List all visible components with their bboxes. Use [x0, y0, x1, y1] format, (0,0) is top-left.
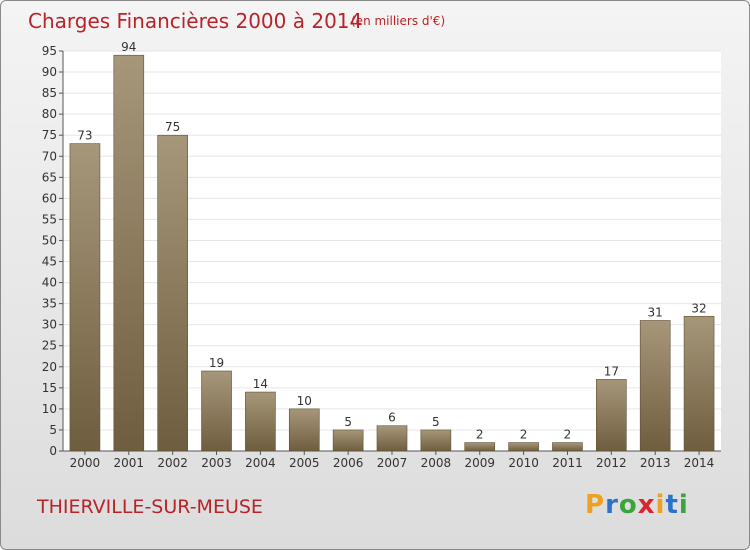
bar	[113, 54, 145, 452]
y-tick-label: 50	[42, 233, 57, 247]
bar	[596, 379, 627, 452]
y-tick-label: 70	[42, 149, 57, 163]
y-tick-label: 15	[42, 381, 57, 395]
bar	[420, 429, 452, 452]
bar-value-label: 5	[344, 415, 352, 429]
x-tick-label: 2002	[157, 456, 188, 470]
y-tick-label: 40	[42, 276, 57, 290]
y-tick-label: 80	[42, 107, 57, 121]
chart-title: Charges Financières 2000 à 2014	[28, 9, 363, 33]
x-tick-label: 2012	[596, 456, 627, 470]
bar-value-label: 73	[77, 129, 92, 143]
x-tick-label: 2008	[421, 456, 452, 470]
y-tick-label: 5	[49, 423, 57, 437]
bar	[464, 442, 496, 452]
y-tick-label: 60	[42, 191, 57, 205]
bar	[683, 315, 715, 452]
y-tick-label: 90	[42, 65, 57, 79]
x-tick-label: 2000	[70, 456, 101, 470]
logo-letter: o	[618, 490, 638, 520]
y-tick-label: 95	[42, 44, 57, 58]
bar-value-label: 14	[253, 377, 268, 391]
y-tick-label: 65	[42, 170, 57, 184]
bar-value-label: 6	[388, 411, 396, 425]
y-tick-label: 10	[42, 402, 57, 416]
y-tick-label: 0	[49, 444, 57, 458]
bar-value-label: 19	[209, 356, 224, 370]
y-tick-label: 55	[42, 212, 57, 226]
bar-value-label: 32	[691, 301, 706, 315]
bar-value-label: 5	[432, 415, 440, 429]
bar-value-label: 94	[121, 40, 136, 54]
bar-value-label: 17	[604, 364, 619, 378]
logo-letter: t	[665, 490, 679, 520]
y-tick-label: 25	[42, 339, 57, 353]
y-tick-label: 20	[42, 360, 57, 374]
x-tick-label: 2013	[640, 456, 671, 470]
logo-letter: i	[678, 490, 689, 520]
x-tick-label: 2006	[333, 456, 364, 470]
bar	[69, 143, 101, 452]
bar	[376, 425, 408, 452]
x-tick-label: 2005	[289, 456, 320, 470]
x-tick-label: 2007	[377, 456, 408, 470]
y-tick-label: 30	[42, 318, 57, 332]
bar	[201, 370, 232, 452]
logo-letter: i	[655, 490, 666, 520]
x-tick-label: 2014	[684, 456, 715, 470]
y-tick-label: 35	[42, 297, 57, 311]
bar-value-label: 2	[476, 428, 484, 442]
bar-value-label: 2	[564, 428, 572, 442]
logo-letter: x	[637, 490, 656, 520]
bar	[157, 134, 188, 452]
bar	[288, 408, 320, 452]
bar	[508, 442, 539, 452]
y-tick-label: 45	[42, 255, 57, 269]
x-tick-label: 2004	[245, 456, 276, 470]
x-tick-label: 2010	[508, 456, 539, 470]
bar	[332, 429, 364, 452]
x-tick-label: 2001	[114, 456, 145, 470]
proxiti-logo: Proxiti	[585, 490, 689, 520]
x-tick-label: 2011	[552, 456, 583, 470]
bar	[639, 320, 671, 452]
logo-letter: P	[585, 490, 606, 520]
bar-value-label: 31	[648, 305, 663, 319]
bar-value-label: 10	[297, 394, 312, 408]
bar-value-label: 75	[165, 120, 180, 134]
town-name: THIERVILLE-SUR-MEUSE	[37, 496, 263, 518]
chart-subtitle: (en milliers d'€)	[351, 14, 446, 28]
bar	[245, 391, 276, 452]
y-tick-label: 75	[42, 128, 57, 142]
bar	[552, 442, 583, 452]
y-tick-label: 85	[42, 86, 57, 100]
logo-letter: r	[605, 490, 619, 520]
x-tick-label: 2009	[464, 456, 495, 470]
bar-value-label: 2	[520, 428, 528, 442]
x-tick-label: 2003	[201, 456, 232, 470]
